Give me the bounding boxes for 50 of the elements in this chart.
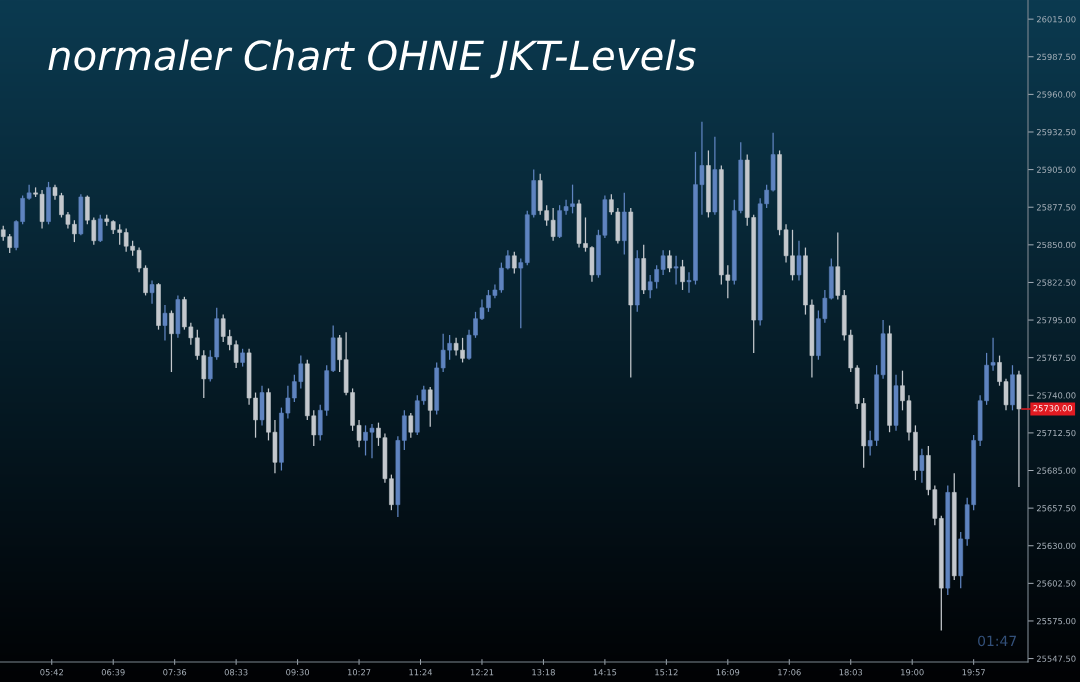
y-tick-label: 25822.50 xyxy=(1036,279,1076,286)
y-tick-label: 25795.00 xyxy=(1036,317,1076,324)
y-tick-label: 25987.50 xyxy=(1036,53,1076,61)
y-tick-label: 25932.50 xyxy=(1036,128,1076,136)
x-tick-label: 17:06 xyxy=(778,669,801,676)
x-tick-label: 08:33 xyxy=(224,669,248,676)
x-tick-label: 06:39 xyxy=(101,669,125,676)
x-tick-label: 19:00 xyxy=(901,669,924,676)
y-tick-label: 25602.50 xyxy=(1036,580,1076,587)
y-tick-label: 25850.00 xyxy=(1036,241,1076,249)
x-tick-label: 14:15 xyxy=(593,669,617,676)
text: normaler Chart OHNE JKT-Levels xyxy=(48,39,696,79)
y-tick-label: 25685.00 xyxy=(1036,467,1076,474)
x-tick-label: 18:03 xyxy=(839,669,863,676)
y-tick-label: 25547.50 xyxy=(1036,655,1076,662)
candlestick xyxy=(97,214,103,243)
y-tick-label: 25712.50 xyxy=(1036,429,1076,437)
candlestick xyxy=(518,257,524,329)
x-tick-label: 11:24 xyxy=(409,669,433,676)
x-tick-label: 13:18 xyxy=(532,669,555,676)
candlestick xyxy=(919,448,925,484)
annotation: 01:47 xyxy=(978,635,1016,647)
candlestick xyxy=(680,259,685,291)
x-tick-label: 19:57 xyxy=(962,669,985,676)
x-tick-label: 10:27 xyxy=(347,669,371,676)
candlestick xyxy=(673,255,679,286)
candlestick xyxy=(408,412,414,439)
x-tick-label: 12:21 xyxy=(470,669,494,676)
y-tick-label: 25575.00 xyxy=(1036,617,1076,625)
y-tick-label: 25630.00 xyxy=(1036,542,1076,550)
y-tick-label: 26015.00 xyxy=(1036,16,1076,23)
candlestick xyxy=(427,386,433,428)
y-tick-label: 25767.50 xyxy=(1036,354,1076,361)
x-tick-label: 09:30 xyxy=(286,669,310,676)
annotation: 25730.00 xyxy=(1033,405,1073,412)
candlestick xyxy=(169,309,174,373)
candlestick xyxy=(796,240,802,282)
y-tick-label: 25657.50 xyxy=(1036,505,1076,512)
x-tick-label: 16:09 xyxy=(716,669,740,676)
y-tick-label: 25877.50 xyxy=(1036,204,1076,211)
x-tick-label: 07:36 xyxy=(163,669,187,676)
x-tick-label: 15:12 xyxy=(655,669,678,676)
candlestick xyxy=(162,304,168,342)
candlestick xyxy=(512,251,517,275)
y-tick-label: 25960.00 xyxy=(1036,91,1076,98)
y-tick-label: 25740.00 xyxy=(1036,392,1076,399)
candlestick xyxy=(667,249,672,273)
x-tick-label: 05:42 xyxy=(40,669,63,676)
y-tick-label: 25905.00 xyxy=(1036,166,1076,173)
candlestick xyxy=(149,279,155,305)
